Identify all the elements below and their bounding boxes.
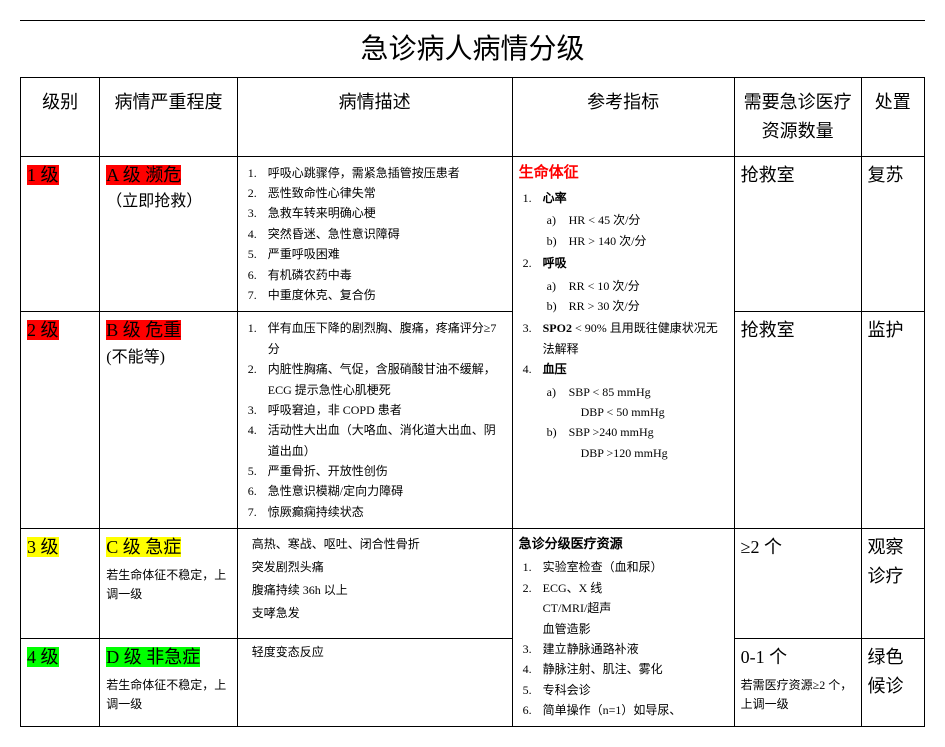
sev-d-note: 若生命体征不稳定，上调一级 <box>106 676 230 714</box>
row-3: 3 级 C 级 急症 若生命体征不稳定，上调一级 高热、寒战、呕吐、闭合性骨折 … <box>21 529 925 639</box>
vitals-head: 生命体征 <box>519 165 579 181</box>
cell-2-desc: 伴有血压下降的剧烈胸、腹痛，疼痛评分≥7 分 内脏性胸痛、气促，含服硝酸甘油不缓… <box>237 312 512 529</box>
cell-4-desc: 轻度变态反应 <box>237 639 512 727</box>
cell-3-severity: C 级 急症 若生命体征不稳定，上调一级 <box>100 529 237 639</box>
sev-a-sub: （立即抢救） <box>106 193 202 210</box>
d2-7: 惊厥癫痫持续状态 <box>248 502 506 522</box>
header-row: 级别 病情严重程度 病情描述 参考指标 需要急诊医疗资源数量 处置 <box>21 78 925 157</box>
d2-1: 伴有血压下降的剧烈胸、腹痛，疼痛评分≥7 分 <box>248 318 506 359</box>
res-head: 急诊分级医疗资源 <box>519 536 623 551</box>
v-hr: 心率 HR < 45 次/分 HR > 140 次/分 <box>523 188 728 251</box>
v-rr: 呼吸 RR < 10 次/分 RR > 30 次/分 <box>523 253 728 316</box>
v-hr-b: HR > 140 次/分 <box>547 231 728 251</box>
cell-4-res: 0-1 个 若需医疗资源≥2 个，上调一级 <box>734 639 861 727</box>
h-resources: 需要急诊医疗资源数量 <box>734 78 861 157</box>
d1-1: 呼吸心跳骤停，需紧急插管按压患者 <box>248 163 506 183</box>
cell-ref-vitals: 生命体征 心率 HR < 45 次/分 HR > 140 次/分 呼吸 RR <… <box>512 156 734 529</box>
d2-5: 严重骨折、开放性创伤 <box>248 461 506 481</box>
cell-1-severity: A 级 濒危 （立即抢救） <box>100 156 237 312</box>
v-bp-b: SBP >240 mmHg DBP >120 mmHg <box>547 422 728 463</box>
level-3-tag: 3 级 <box>27 537 59 557</box>
sev-b-sub: (不能等) <box>106 349 165 366</box>
d1-3: 急救车转来明确心梗 <box>248 203 506 223</box>
v-spo2: SPO2 SPO2 < 90% 且用既往健康状况无法解释< 90% 且用既往健康… <box>523 318 728 359</box>
res-list: 实验室检查（血和尿） ECG、X 线CT/MRI/超声血管造影 建立静脉通路补液… <box>519 557 728 720</box>
v-rr-a: RR < 10 次/分 <box>547 276 728 296</box>
cell-3-res: ≥2 个 <box>734 529 861 639</box>
d1-7: 中重度休克、复合伤 <box>248 285 506 305</box>
d2-4: 活动性大出血（大咯血、消化道大出血、阴道出血） <box>248 420 506 461</box>
cell-ref-resources: 急诊分级医疗资源 实验室检查（血和尿） ECG、X 线CT/MRI/超声血管造影… <box>512 529 734 727</box>
d3-2: 突发剧烈头痛 <box>252 556 506 579</box>
sev-c-tag: C 级 急症 <box>106 537 181 557</box>
res-4: 静脉注射、肌注、雾化 <box>523 659 728 679</box>
h-description: 病情描述 <box>237 78 512 157</box>
level-1-tag: 1 级 <box>27 165 59 185</box>
res-2: ECG、X 线CT/MRI/超声血管造影 <box>523 578 728 639</box>
triage-table: 级别 病情严重程度 病情描述 参考指标 需要急诊医疗资源数量 处置 1 级 A … <box>20 77 925 727</box>
h-level: 级别 <box>21 78 100 157</box>
h-severity: 病情严重程度 <box>100 78 237 157</box>
cell-2-level: 2 级 <box>21 312 100 529</box>
cell-2-res: 抢救室 <box>734 312 861 529</box>
cell-1-level: 1 级 <box>21 156 100 312</box>
d2-3: 呼吸窘迫，非 COPD 患者 <box>248 400 506 420</box>
cell-2-act: 监护 <box>861 312 924 529</box>
v-hr-a: HR < 45 次/分 <box>547 210 728 230</box>
cell-1-desc: 呼吸心跳骤停，需紧急插管按压患者 恶性致命性心律失常 急救车转来明确心梗 突然昏… <box>237 156 512 312</box>
res-3: 建立静脉通路补液 <box>523 639 728 659</box>
v-bp: 血压 SBP < 85 mmHg DBP < 50 mmHg SBP >240 … <box>523 359 728 463</box>
cell-1-res: 抢救室 <box>734 156 861 312</box>
h-reference: 参考指标 <box>512 78 734 157</box>
res-6: 简单操作（n=1）如导尿、 <box>523 700 728 720</box>
desc-list-1: 呼吸心跳骤停，需紧急插管按压患者 恶性致命性心律失常 急救车转来明确心梗 突然昏… <box>244 163 506 306</box>
d1-2: 恶性致命性心律失常 <box>248 183 506 203</box>
cell-4-act: 绿色候诊 <box>861 639 924 727</box>
cell-1-act: 复苏 <box>861 156 924 312</box>
d1-4: 突然昏迷、急性意识障碍 <box>248 224 506 244</box>
sev-b-tag: B 级 危重 <box>106 320 181 340</box>
row-4: 4 级 D 级 非急症 若生命体征不稳定，上调一级 轻度变态反应 0-1 个 若… <box>21 639 925 727</box>
level-2-tag: 2 级 <box>27 320 59 340</box>
cell-3-level: 3 级 <box>21 529 100 639</box>
v-bp-a: SBP < 85 mmHg DBP < 50 mmHg <box>547 382 728 423</box>
cell-4-severity: D 级 非急症 若生命体征不稳定，上调一级 <box>100 639 237 727</box>
page-title: 急诊病人病情分级 <box>20 27 925 67</box>
level-4-tag: 4 级 <box>27 647 59 667</box>
res-4-note: 若需医疗资源≥2 个，上调一级 <box>741 676 855 714</box>
desc-list-2: 伴有血压下降的剧烈胸、腹痛，疼痛评分≥7 分 内脏性胸痛、气促，含服硝酸甘油不缓… <box>244 318 506 522</box>
d3-3: 腹痛持续 36h 以上 <box>252 579 506 602</box>
cell-4-level: 4 级 <box>21 639 100 727</box>
sev-d-tag: D 级 非急症 <box>106 647 200 667</box>
d1-5: 严重呼吸困难 <box>248 244 506 264</box>
cell-3-desc: 高热、寒战、呕吐、闭合性骨折 突发剧烈头痛 腹痛持续 36h 以上 支哮急发 <box>237 529 512 639</box>
d1-6: 有机磷农药中毒 <box>248 265 506 285</box>
d2-6: 急性意识模糊/定向力障碍 <box>248 481 506 501</box>
d3-1: 高热、寒战、呕吐、闭合性骨折 <box>252 533 506 556</box>
row-2: 2 级 B 级 危重 (不能等) 伴有血压下降的剧烈胸、腹痛，疼痛评分≥7 分 … <box>21 312 925 529</box>
row-1: 1 级 A 级 濒危 （立即抢救） 呼吸心跳骤停，需紧急插管按压患者 恶性致命性… <box>21 156 925 312</box>
sev-c-note: 若生命体征不稳定，上调一级 <box>106 566 230 604</box>
d2-2: 内脏性胸痛、气促，含服硝酸甘油不缓解，ECG 提示急性心肌梗死 <box>248 359 506 400</box>
vitals-list: 心率 HR < 45 次/分 HR > 140 次/分 呼吸 RR < 10 次… <box>519 188 728 463</box>
res-1: 实验室检查（血和尿） <box>523 557 728 577</box>
cell-3-act: 观察诊疗 <box>861 529 924 639</box>
cell-2-severity: B 级 危重 (不能等) <box>100 312 237 529</box>
res-5: 专科会诊 <box>523 680 728 700</box>
d4-1: 轻度变态反应 <box>252 645 324 659</box>
d3-4: 支哮急发 <box>252 602 506 625</box>
top-rule <box>20 20 925 21</box>
v-rr-b: RR > 30 次/分 <box>547 296 728 316</box>
sev-a-tag: A 级 濒危 <box>106 165 181 185</box>
h-action: 处置 <box>861 78 924 157</box>
